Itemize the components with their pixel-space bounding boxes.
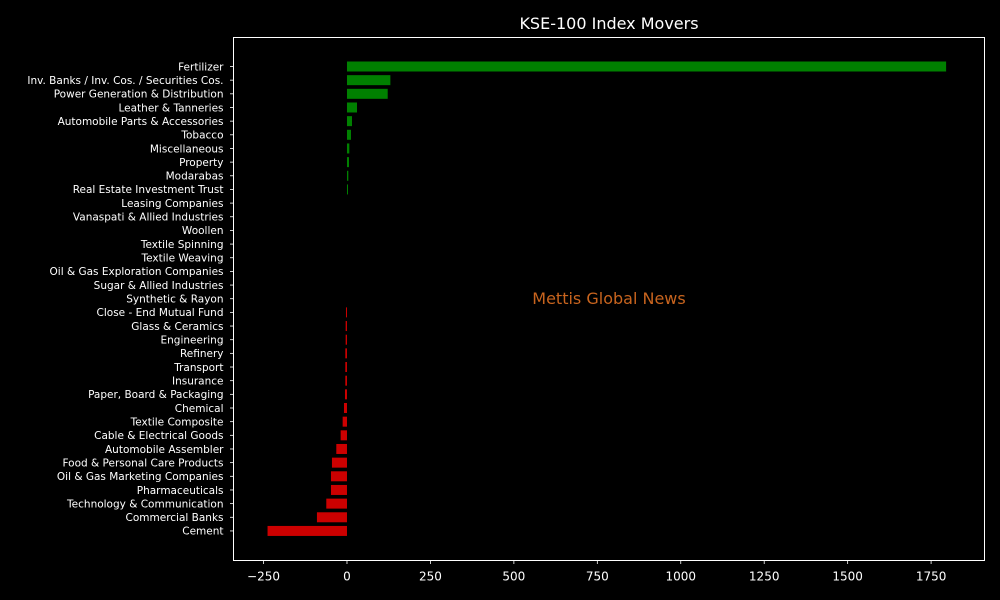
category-label: Sugar & Allied Industries xyxy=(94,280,224,292)
category-label: Woollen xyxy=(182,225,224,237)
category-label: Tobacco xyxy=(180,130,223,142)
bar xyxy=(267,525,347,536)
x-tick-label: 750 xyxy=(586,570,609,584)
bar xyxy=(343,403,347,413)
category-labels: Fertilizer Inv. Banks / Inv. Cos. / Secur… xyxy=(27,61,234,538)
bar xyxy=(330,484,347,495)
category-label: Synthetic & Rayon xyxy=(126,294,223,306)
category-label: Transport xyxy=(173,362,223,374)
category-label: Cement xyxy=(182,526,223,538)
category-label: Commercial Banks xyxy=(126,512,224,524)
bar xyxy=(336,443,347,454)
bar xyxy=(330,471,347,482)
bar xyxy=(346,75,391,86)
bars-group xyxy=(267,61,947,536)
category-label: Pharmaceuticals xyxy=(137,485,224,497)
bar xyxy=(346,129,351,140)
bar xyxy=(326,498,347,509)
x-tick-label: 1500 xyxy=(832,570,863,584)
chart-title: KSE-100 Index Movers xyxy=(519,14,698,33)
category-label: Textile Spinning xyxy=(140,239,224,251)
category-label: Food & Personal Care Products xyxy=(62,457,223,469)
category-label: Insurance xyxy=(172,375,224,387)
bar xyxy=(346,143,350,154)
bar xyxy=(346,157,349,168)
x-tick-label: 0 xyxy=(343,570,351,584)
bar xyxy=(345,348,347,359)
category-label: Close - End Mutual Fund xyxy=(97,307,224,319)
category-label: Property xyxy=(179,157,223,169)
category-label: Automobile Assembler xyxy=(105,444,224,456)
bar xyxy=(346,170,349,181)
category-label: Refinery xyxy=(180,348,224,360)
x-tick-label: 1250 xyxy=(749,570,780,584)
category-label: Miscellaneous xyxy=(150,143,224,155)
bar xyxy=(344,389,347,400)
x-tick-label: −250 xyxy=(247,570,280,584)
category-label: Cable & Electrical Goods xyxy=(94,430,223,442)
bar xyxy=(346,61,947,72)
category-label: Automobile Parts & Accessories xyxy=(58,116,224,128)
bar xyxy=(342,416,347,427)
watermark: Mettis Global News xyxy=(532,289,685,308)
x-tick-label: 500 xyxy=(502,570,525,584)
x-tick-label: 250 xyxy=(419,570,442,584)
bar xyxy=(346,184,348,195)
category-label: Power Generation & Distribution xyxy=(54,89,224,101)
category-label: Fertilizer xyxy=(178,61,224,73)
category-label: Modarabas xyxy=(166,171,224,183)
category-label: Real Estate Investment Trust xyxy=(73,184,224,196)
plot-frame xyxy=(233,37,985,561)
bar xyxy=(345,307,347,318)
x-tick-label: 1750 xyxy=(916,570,947,584)
category-label: Oil & Gas Exploration Companies xyxy=(50,266,224,278)
x-tick-label: 1000 xyxy=(665,570,696,584)
category-label: Textile Composite xyxy=(130,416,224,428)
category-label: Technology & Communication xyxy=(66,498,223,510)
category-label: Chemical xyxy=(175,403,224,415)
bar xyxy=(345,321,347,332)
category-label: Inv. Banks / Inv. Cos. / Securities Cos. xyxy=(27,75,223,87)
category-label: Oil & Gas Marketing Companies xyxy=(57,471,224,483)
bar xyxy=(316,512,347,523)
bar xyxy=(345,334,347,345)
category-label: Engineering xyxy=(161,335,224,347)
category-label: Vanaspati & Allied Industries xyxy=(73,212,224,224)
bar xyxy=(340,430,347,441)
x-axis-ticks: −250 0 250 500 750 1000 1250 1500 1750 xyxy=(247,560,947,584)
bar xyxy=(345,362,347,373)
category-label: Leasing Companies xyxy=(121,198,223,210)
bar xyxy=(346,88,388,99)
category-label: Textile Weaving xyxy=(141,253,224,265)
bar xyxy=(346,102,357,113)
category-label: Paper, Board & Packaging xyxy=(88,389,223,401)
bar xyxy=(331,457,347,468)
category-label: Glass & Ceramics xyxy=(131,321,223,333)
category-label: Leather & Tanneries xyxy=(118,102,223,114)
bar xyxy=(346,116,352,127)
bar xyxy=(345,375,347,386)
